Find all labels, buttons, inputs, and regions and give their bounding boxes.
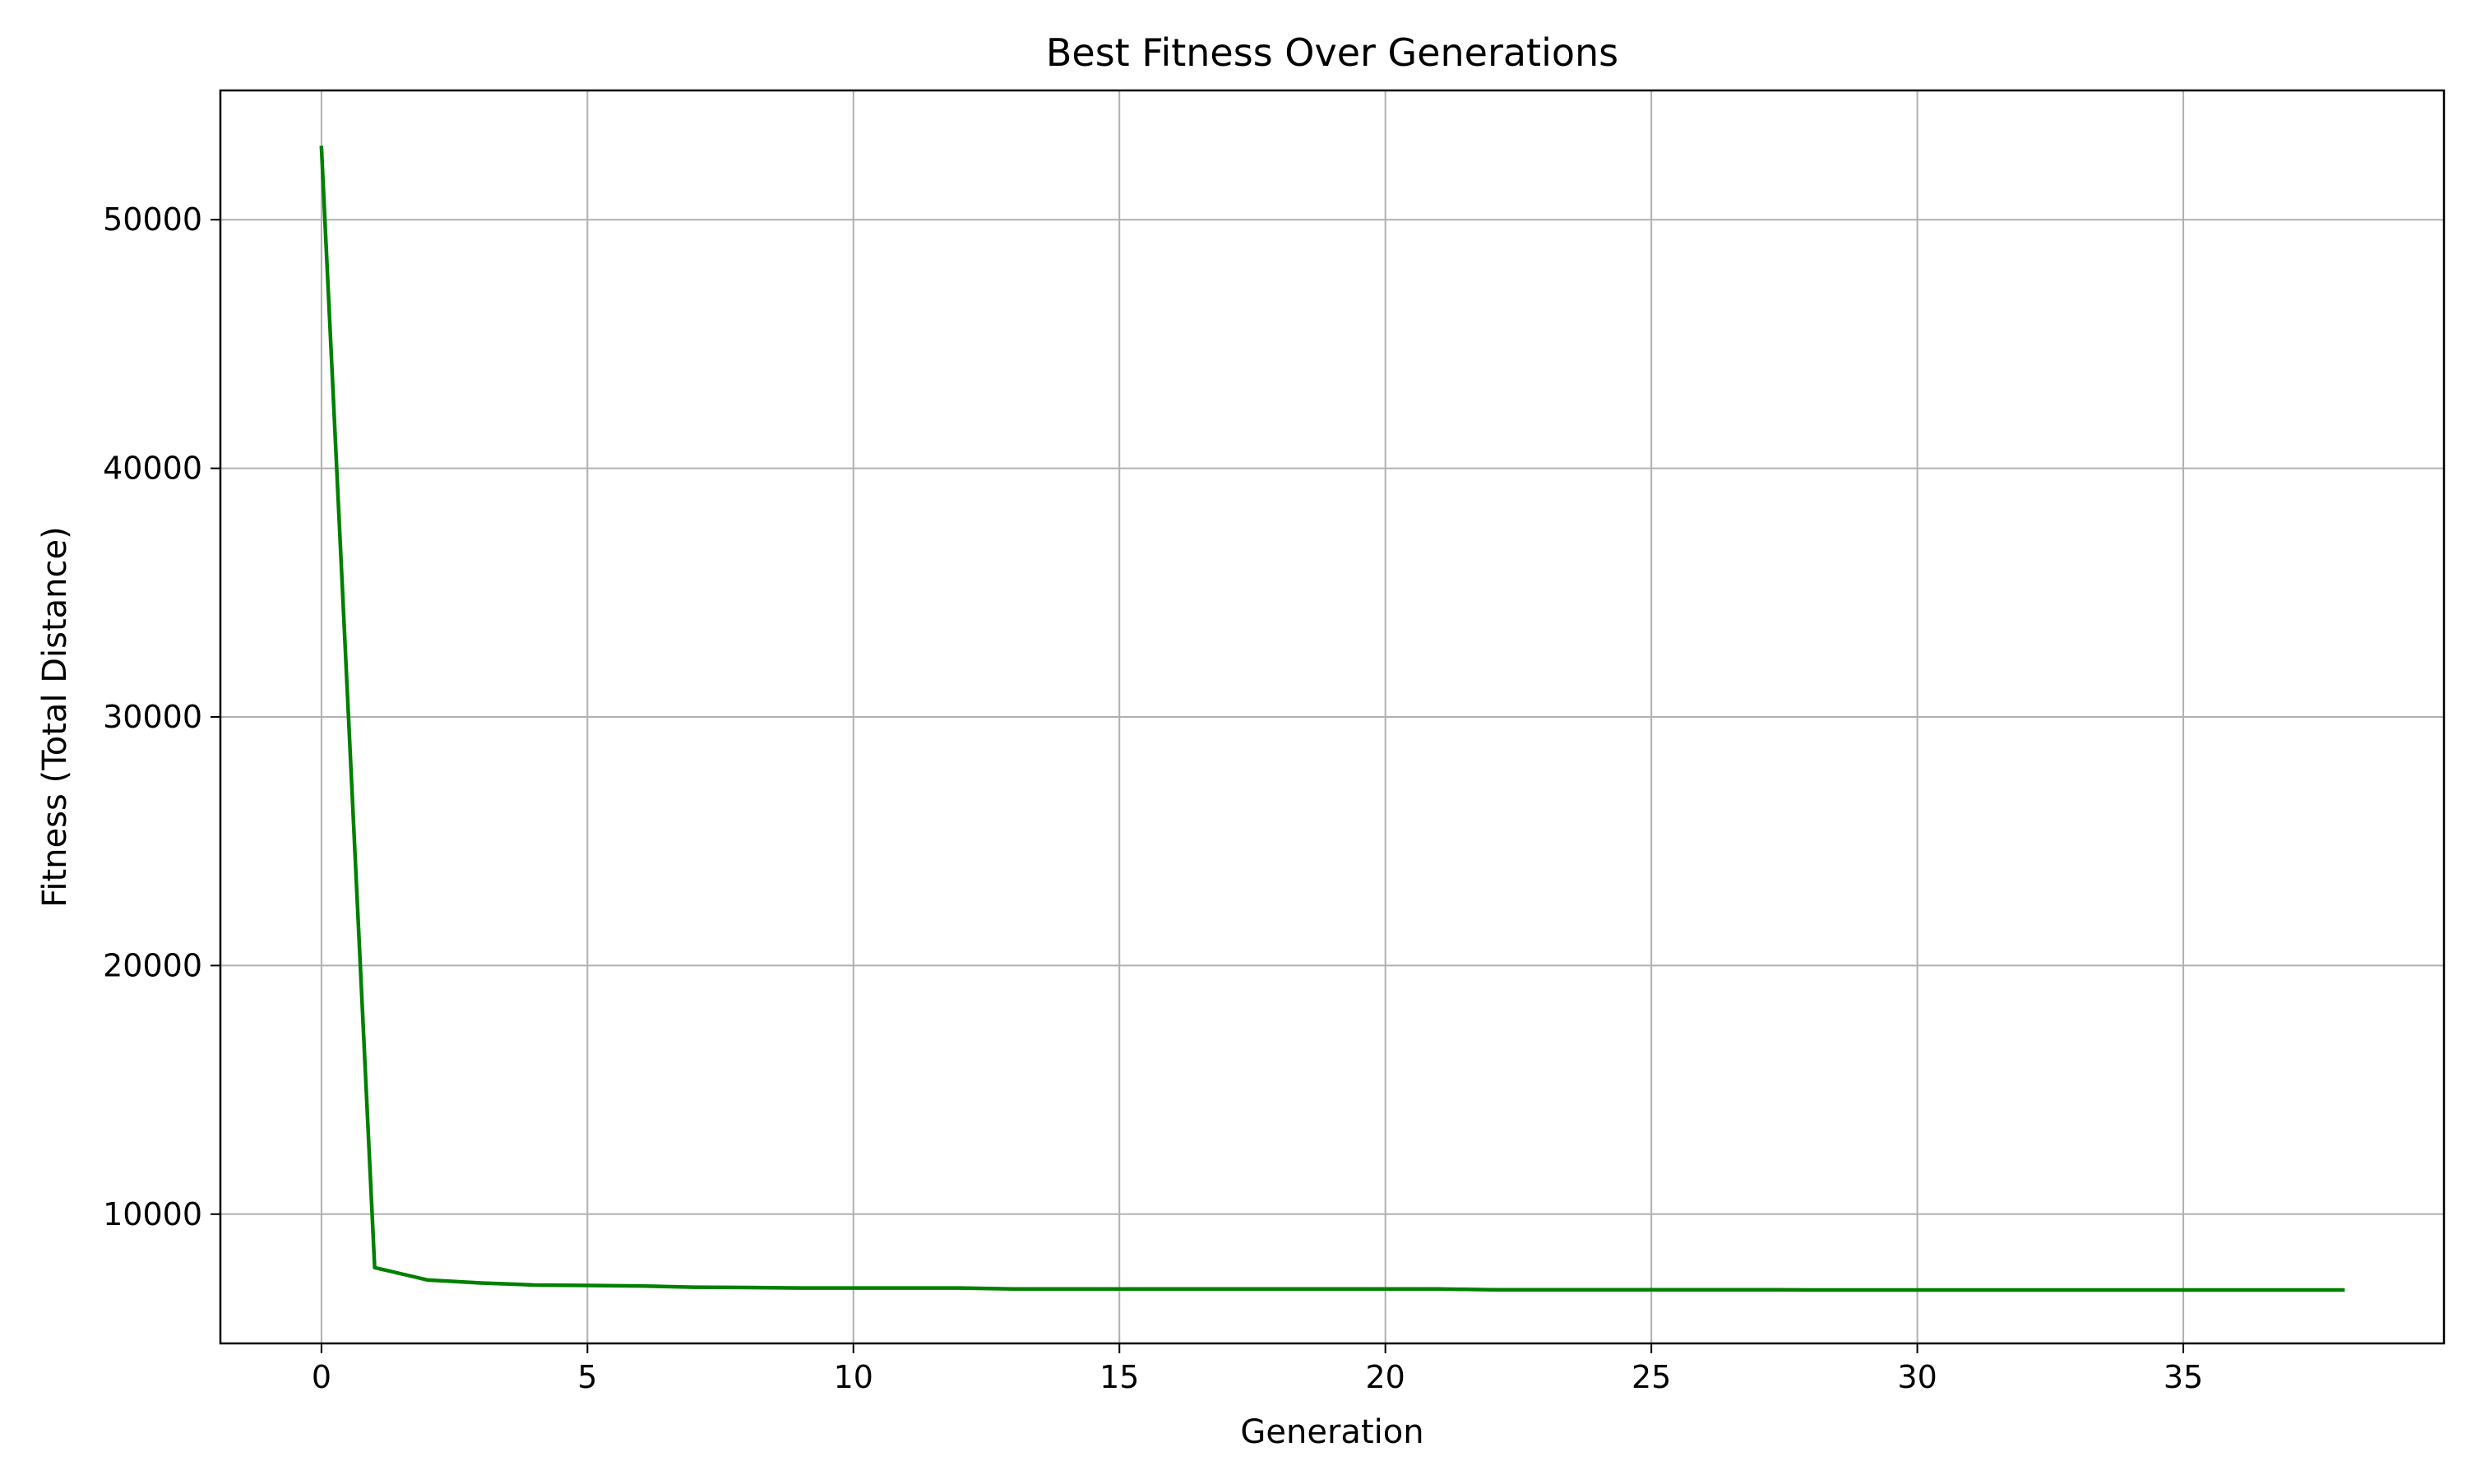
data-point bbox=[1916, 1288, 1919, 1292]
data-point bbox=[1437, 1288, 1440, 1291]
series-layer bbox=[319, 146, 2345, 1292]
data-point bbox=[586, 1284, 589, 1288]
data-point bbox=[852, 1287, 855, 1290]
data-point bbox=[2022, 1288, 2025, 1292]
x-axis-ticks: 0 5 10 15 20 25 30 35 bbox=[312, 1343, 2203, 1395]
data-point bbox=[1384, 1288, 1387, 1291]
data-point bbox=[639, 1284, 642, 1288]
x-tick-label: 0 bbox=[312, 1359, 331, 1395]
data-point bbox=[2341, 1288, 2344, 1292]
y-tick-label: 30000 bbox=[103, 699, 202, 735]
data-point bbox=[533, 1283, 536, 1287]
y-tick-label: 40000 bbox=[103, 451, 202, 487]
x-tick-label: 25 bbox=[1632, 1359, 1671, 1395]
x-tick-label: 30 bbox=[1897, 1359, 1937, 1395]
data-point bbox=[1277, 1288, 1280, 1291]
x-tick-label: 35 bbox=[2164, 1359, 2203, 1395]
data-point bbox=[745, 1286, 748, 1289]
data-point bbox=[958, 1287, 961, 1290]
data-point bbox=[1596, 1288, 1599, 1292]
chart-title: Best Fitness Over Generations bbox=[1046, 30, 1618, 75]
y-tick-label: 10000 bbox=[103, 1196, 202, 1232]
data-point bbox=[1331, 1288, 1334, 1291]
data-point bbox=[320, 146, 323, 150]
series-line bbox=[319, 146, 2345, 1292]
data-point bbox=[1703, 1288, 1706, 1292]
x-tick-label: 15 bbox=[1099, 1359, 1139, 1395]
data-point bbox=[1969, 1288, 1972, 1292]
data-point bbox=[479, 1282, 483, 1285]
data-point bbox=[1011, 1288, 1015, 1291]
y-axis-ticks: 10000 20000 30000 40000 50000 bbox=[103, 201, 220, 1232]
data-point bbox=[426, 1278, 429, 1282]
data-point bbox=[2076, 1288, 2079, 1292]
data-point bbox=[2128, 1288, 2131, 1292]
x-tick-label: 20 bbox=[1366, 1359, 1405, 1395]
data-point bbox=[1118, 1288, 1121, 1291]
data-point bbox=[373, 1266, 377, 1269]
data-point bbox=[2182, 1288, 2185, 1292]
data-point bbox=[905, 1287, 908, 1290]
data-point bbox=[798, 1287, 802, 1290]
data-point bbox=[1490, 1288, 1493, 1292]
grid bbox=[220, 90, 2444, 1343]
data-point bbox=[1863, 1288, 1866, 1292]
data-point bbox=[1757, 1288, 1760, 1292]
data-point bbox=[2235, 1288, 2238, 1292]
y-axis-label: Fitness (Total Distance) bbox=[36, 526, 74, 908]
data-point bbox=[1224, 1288, 1228, 1291]
y-tick-label: 50000 bbox=[103, 201, 202, 238]
data-point bbox=[1065, 1288, 1068, 1291]
data-point bbox=[1544, 1288, 1547, 1292]
data-point bbox=[2288, 1288, 2291, 1292]
data-point bbox=[1650, 1288, 1653, 1292]
data-point bbox=[692, 1286, 696, 1289]
data-point bbox=[1171, 1288, 1174, 1291]
y-tick-label: 20000 bbox=[103, 947, 202, 983]
x-tick-label: 5 bbox=[577, 1359, 597, 1395]
data-point bbox=[1809, 1288, 1812, 1292]
x-axis-label: Generation bbox=[1240, 1413, 1423, 1451]
x-tick-label: 10 bbox=[834, 1359, 873, 1395]
